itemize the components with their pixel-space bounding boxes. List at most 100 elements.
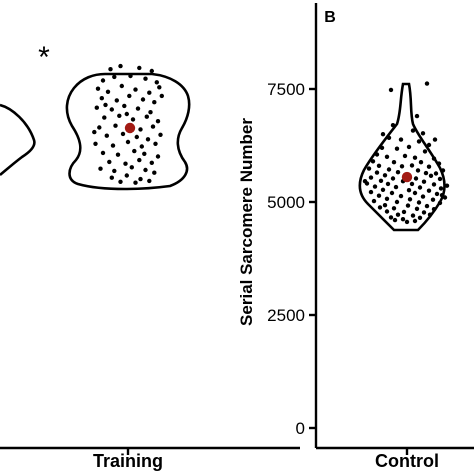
data-point bbox=[366, 166, 372, 171]
data-point bbox=[386, 135, 392, 140]
data-point bbox=[399, 164, 405, 169]
data-point bbox=[390, 176, 396, 181]
data-point bbox=[414, 113, 420, 119]
data-point bbox=[426, 188, 432, 193]
data-point bbox=[439, 193, 445, 198]
data-point bbox=[430, 197, 436, 202]
data-point bbox=[368, 189, 374, 195]
data-point bbox=[99, 96, 105, 101]
data-point bbox=[376, 163, 382, 168]
data-point bbox=[442, 195, 448, 200]
data-point bbox=[434, 191, 440, 197]
data-point bbox=[412, 218, 418, 224]
data-point bbox=[431, 156, 437, 161]
data-point bbox=[409, 163, 415, 168]
data-point bbox=[417, 185, 423, 190]
data-point bbox=[124, 111, 129, 117]
data-point bbox=[400, 217, 406, 222]
data-point bbox=[391, 206, 397, 211]
data-point bbox=[422, 149, 428, 154]
data-point bbox=[426, 164, 432, 169]
data-point bbox=[420, 194, 426, 199]
data-point bbox=[122, 103, 127, 109]
data-point bbox=[416, 200, 422, 205]
data-point bbox=[374, 170, 380, 175]
data-point bbox=[388, 215, 394, 220]
data-point bbox=[382, 203, 388, 208]
points-training bbox=[92, 63, 164, 185]
data-point bbox=[139, 144, 144, 149]
data-point bbox=[138, 176, 143, 182]
data-point bbox=[110, 143, 116, 148]
data-point bbox=[431, 207, 437, 212]
points-control bbox=[362, 81, 450, 225]
data-point bbox=[112, 168, 117, 174]
data-point bbox=[362, 179, 368, 184]
data-point bbox=[393, 184, 399, 190]
data-point bbox=[370, 159, 376, 164]
data-point bbox=[107, 159, 112, 165]
y-tick-label: 2500 bbox=[267, 306, 305, 325]
y-tick-label: 5000 bbox=[267, 193, 305, 212]
data-point bbox=[115, 152, 121, 157]
data-point bbox=[153, 141, 158, 146]
data-point bbox=[114, 98, 120, 103]
data-point bbox=[150, 124, 156, 129]
data-point bbox=[392, 217, 398, 223]
panel-a: * Training bbox=[0, 41, 300, 471]
data-point bbox=[409, 181, 415, 187]
x-tick-label-training: Training bbox=[93, 451, 163, 471]
data-point bbox=[94, 105, 100, 110]
data-point bbox=[376, 193, 382, 198]
data-point bbox=[137, 157, 142, 163]
data-point bbox=[386, 167, 392, 172]
data-point bbox=[124, 173, 129, 178]
data-point bbox=[155, 119, 161, 124]
data-point bbox=[432, 137, 438, 142]
data-point bbox=[444, 183, 450, 188]
data-point bbox=[385, 181, 391, 187]
data-point bbox=[414, 206, 420, 211]
data-point bbox=[374, 152, 380, 157]
data-point bbox=[417, 215, 423, 220]
data-point bbox=[391, 160, 397, 165]
data-point bbox=[428, 173, 434, 178]
x-tick-label-control: Control bbox=[375, 451, 439, 471]
data-point bbox=[117, 113, 122, 119]
data-point bbox=[394, 146, 400, 151]
data-point bbox=[158, 132, 163, 137]
data-point bbox=[382, 173, 388, 178]
violin-left-partial bbox=[0, 103, 36, 176]
data-point bbox=[95, 86, 101, 91]
data-point bbox=[109, 107, 115, 112]
data-point bbox=[418, 160, 424, 165]
data-point bbox=[438, 186, 444, 191]
data-point bbox=[433, 171, 439, 176]
data-point bbox=[406, 144, 412, 150]
data-point bbox=[423, 170, 429, 176]
data-point bbox=[149, 68, 154, 74]
data-point bbox=[404, 219, 410, 225]
data-point bbox=[380, 187, 386, 192]
data-point bbox=[395, 170, 401, 175]
data-point bbox=[129, 165, 134, 170]
data-point bbox=[118, 179, 123, 184]
data-point bbox=[109, 175, 115, 180]
data-point bbox=[143, 76, 148, 81]
data-point bbox=[394, 199, 400, 205]
data-point bbox=[92, 129, 97, 135]
data-point bbox=[130, 117, 136, 122]
y-tick-label: 0 bbox=[296, 419, 305, 438]
data-point bbox=[384, 209, 390, 214]
data-point bbox=[415, 168, 421, 173]
data-point bbox=[120, 131, 126, 137]
data-point bbox=[98, 166, 103, 171]
data-point bbox=[402, 153, 408, 159]
data-point bbox=[384, 154, 390, 159]
data-point bbox=[157, 85, 162, 90]
data-point bbox=[132, 148, 137, 154]
data-point bbox=[421, 179, 427, 184]
panel-letter-b: B bbox=[324, 9, 336, 26]
